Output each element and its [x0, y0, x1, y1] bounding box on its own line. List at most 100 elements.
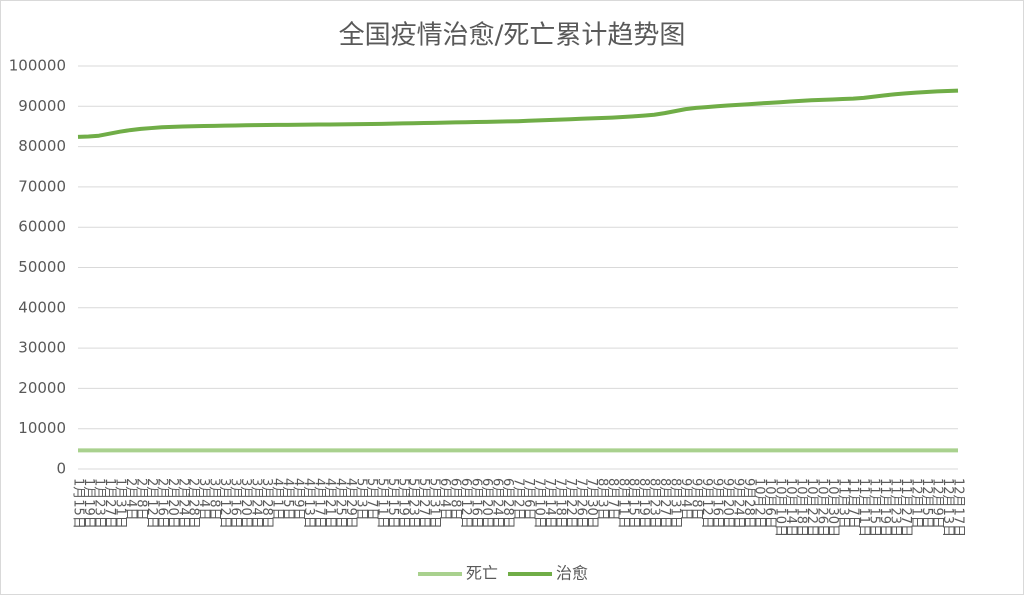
x-tick-label: 9月24日 — [731, 478, 746, 529]
x-tick-label: 4月21日 — [322, 478, 337, 529]
x-tick-label: 7月14日 — [542, 478, 557, 529]
legend-label: 治愈 — [556, 564, 588, 583]
y-tick-label: 40000 — [18, 298, 66, 316]
x-tick-label: 10月2日 — [751, 478, 766, 529]
x-tick-label: 2月16日 — [154, 478, 169, 529]
y-tick-label: 10000 — [18, 419, 66, 437]
x-tick-label: 3月20日 — [238, 478, 253, 529]
x-tick-label: 5月31日 — [427, 478, 442, 529]
x-tick-label: 7月10日 — [531, 478, 546, 529]
x-tick-label: 5月15日 — [385, 478, 400, 529]
x-tick-label: 8月23日 — [647, 478, 662, 529]
x-tick-label: 9月12日 — [699, 478, 714, 529]
x-tick-label: 4月17日 — [311, 478, 326, 529]
y-tick-label: 20000 — [18, 379, 66, 397]
x-tick-label: 1月15日 — [71, 478, 86, 529]
x-tick-label: 3月28日 — [259, 478, 274, 529]
x-tick-label: 6月20日 — [479, 478, 494, 529]
x-tick-label: 12月13日 — [940, 478, 955, 537]
x-tick-label: 7月18日 — [552, 478, 567, 529]
x-tick-label: 8月19日 — [636, 478, 651, 529]
x-tick-label: 5月23日 — [406, 478, 421, 529]
x-tick-label: 3月4日 — [196, 478, 211, 521]
x-tick-label: 5月11日 — [374, 478, 389, 529]
legend-label: 死亡 — [466, 564, 498, 583]
x-tick-label: 11月15日 — [867, 478, 882, 537]
x-tick-label: 10月26日 — [814, 478, 829, 537]
x-tick-label: 12月9日 — [930, 478, 945, 529]
x-tick-label: 9月4日 — [678, 478, 693, 521]
x-tick-label: 9月28日 — [741, 478, 756, 529]
x-tick-label: 2月4日 — [123, 478, 138, 521]
x-tick-label: 12月1日 — [909, 478, 924, 529]
x-tick-label: 4月13日 — [301, 478, 316, 529]
x-tick-label: 10月30日 — [825, 478, 840, 537]
y-tick-label: 0 — [56, 460, 66, 478]
x-tick-label: 7月2日 — [511, 478, 526, 521]
x-tick-label: 12月17日 — [951, 478, 966, 537]
y-tick-label: 90000 — [18, 97, 66, 115]
x-tick-label: 11月11日 — [856, 478, 871, 537]
x-tick-label: 10月6日 — [762, 478, 777, 529]
x-tick-label: 9月20日 — [720, 478, 735, 529]
x-tick-label: 11月19日 — [877, 478, 892, 537]
x-tick-label: 3月12日 — [217, 478, 232, 529]
x-tick-label: 6月12日 — [458, 478, 473, 529]
x-tick-label: 6月24日 — [490, 478, 505, 529]
x-tick-label: 10月14日 — [783, 478, 798, 537]
x-tick-label: 2月24日 — [175, 478, 190, 529]
x-tick-label: 10月10日 — [772, 478, 787, 537]
x-tick-label: 11月23日 — [888, 478, 903, 537]
x-tick-label: 8月7日 — [605, 478, 620, 521]
x-tick-label: 10月22日 — [804, 478, 819, 537]
x-tick-label: 10月18日 — [793, 478, 808, 537]
x-tick-label: 5月19日 — [395, 478, 410, 529]
x-tick-label: 6月4日 — [437, 478, 452, 521]
x-tick-label: 11月3日 — [835, 478, 850, 529]
x-tick-label: 4月9日 — [291, 478, 306, 521]
chart-title: 全国疫情治愈/死亡累计趋势图 — [339, 21, 686, 51]
x-tick-label: 2月12日 — [144, 478, 159, 529]
x-tick-label: 12月5日 — [919, 478, 934, 529]
x-tick-label: 4月29日 — [343, 478, 358, 529]
y-tick-label: 50000 — [18, 258, 66, 276]
x-tick-label: 5月7日 — [364, 478, 379, 521]
y-tick-label: 70000 — [18, 177, 66, 195]
x-tick-label: 9月16日 — [710, 478, 725, 529]
x-tick-label: 3月16日 — [228, 478, 243, 529]
x-tick-label: 1月31日 — [112, 478, 127, 529]
x-tick-label: 2月20日 — [165, 478, 180, 529]
x-tick-label: 7月22日 — [563, 478, 578, 529]
x-tick-label: 7月26日 — [573, 478, 588, 529]
x-tick-label: 4月5日 — [280, 478, 295, 521]
x-tick-label: 5月27日 — [416, 478, 431, 529]
x-tick-label: 6月16日 — [469, 478, 484, 529]
x-tick-label: 1月19日 — [81, 478, 96, 529]
x-tick-label: 7月30日 — [584, 478, 599, 529]
y-tick-label: 30000 — [18, 339, 66, 357]
x-tick-label: 6月8日 — [448, 478, 463, 521]
x-tick-label: 8月27日 — [657, 478, 672, 529]
x-tick-label: 11月27日 — [898, 478, 913, 537]
x-tick-label: 8月3日 — [594, 478, 609, 521]
x-tick-label: 8月15日 — [626, 478, 641, 529]
x-tick-label: 9月8日 — [689, 478, 704, 521]
x-tick-label: 1月27日 — [102, 478, 117, 529]
x-tick-label: 3月24日 — [249, 478, 264, 529]
x-tick-label: 6月28日 — [500, 478, 515, 529]
x-tick-label: 3月8日 — [207, 478, 222, 521]
data-line — [77, 88, 959, 139]
x-tick-label: 11月7日 — [846, 478, 861, 529]
x-tick-label: 2月8日 — [133, 478, 148, 521]
x-tick-label: 8月11日 — [615, 478, 630, 529]
y-tick-label: 100000 — [9, 57, 66, 75]
x-tick-label: 8月31日 — [668, 478, 683, 529]
y-tick-label: 60000 — [18, 218, 66, 236]
x-tick-label: 4月25日 — [332, 478, 347, 529]
x-tick-label: 1月23日 — [91, 478, 106, 529]
x-tick-label: 7月6日 — [521, 478, 536, 521]
x-tick-label: 5月3日 — [353, 478, 368, 521]
y-tick-label: 80000 — [18, 137, 66, 155]
x-tick-label: 4月1日 — [270, 478, 285, 521]
